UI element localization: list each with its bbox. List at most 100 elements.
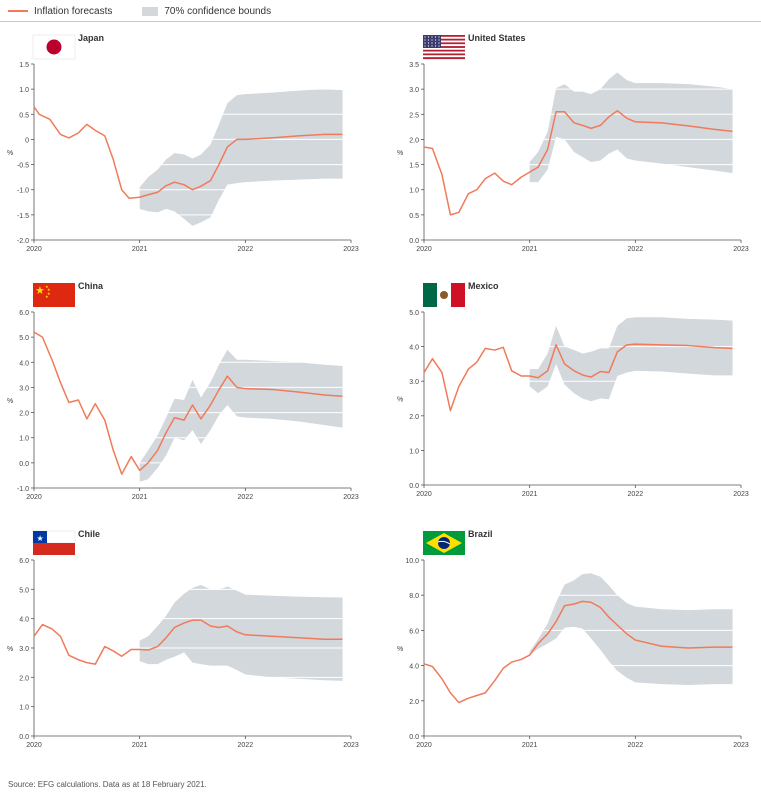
- flag-stripe: [423, 55, 465, 58]
- y-tick-label: 0.0: [409, 238, 419, 245]
- chart-china: -1.0 0.0 1.0 2.0 3.0 4.0 5.0 6.0 2020 2021 2022 202…: [7, 281, 359, 501]
- confidence-band: [529, 573, 733, 685]
- y-tick-label: 0.0: [409, 483, 419, 490]
- flag-star: ★: [45, 284, 49, 289]
- chile-flag-icon: ★: [32, 530, 76, 555]
- y-tick-label: 4.0: [19, 617, 29, 624]
- y-tick-label: -0.5: [17, 163, 29, 170]
- flag-stripe: [423, 40, 465, 43]
- forecast-line: [423, 600, 733, 704]
- flag-stripe: [423, 49, 465, 52]
- y-tick-label: 1.0: [19, 705, 29, 712]
- y-tick-label: 2.0: [409, 414, 419, 421]
- y-tick-label: 1.5: [19, 62, 29, 69]
- flag-stripe: [423, 44, 465, 47]
- y-tick-label: 4.0: [19, 360, 29, 367]
- y-tick-label: 2.0: [409, 699, 419, 706]
- flag-stripe: [423, 57, 465, 60]
- flag-star: [434, 39, 437, 41]
- y-tick-label: 2.0: [19, 675, 29, 682]
- legend-bounds-swatch: [142, 6, 159, 16]
- chart-brazil: 0.0 2.0 4.0 6.0 8.0 10.0 2020 2021 2022 2023% Braz…: [397, 529, 749, 749]
- y-tick-label: -1.0: [17, 188, 29, 195]
- y-tick-label: 3.5: [409, 62, 419, 69]
- flag-star: [427, 39, 430, 41]
- y-tick-label: 3.0: [19, 646, 29, 653]
- x-tick-label: 2020: [26, 494, 42, 501]
- x-tick-label: 2022: [238, 742, 254, 749]
- flag-star: [438, 45, 440, 47]
- y-tick-label: 6.0: [19, 558, 29, 565]
- chart-united-states: 0.0 0.5 1.0 1.5 2.0 2.5 3.0 3.5 2020 2021 2022 2023…: [397, 33, 749, 253]
- forecast-line: [423, 110, 733, 216]
- flag-stripe: [423, 53, 465, 56]
- x-tick-label: 2023: [343, 494, 359, 501]
- flag-band: [437, 540, 451, 545]
- forecast-line: [33, 331, 343, 475]
- y-tick-label: 0: [25, 137, 29, 144]
- y-axis-label: %: [7, 398, 13, 405]
- flag-star: [424, 45, 426, 47]
- y-tick-label: 1.0: [19, 436, 29, 443]
- china-flag-icon: ★ ★★★★: [33, 283, 75, 307]
- us-flag-icon: [423, 35, 465, 60]
- legend-forecast-label: Inflation forecasts: [34, 5, 113, 17]
- confidence-band: [139, 89, 343, 226]
- x-tick-label: 2020: [416, 246, 432, 253]
- flag-star: [424, 39, 426, 41]
- y-tick-label: 0.0: [19, 461, 29, 468]
- flag-star: ★: [47, 291, 51, 296]
- x-tick-label: 2021: [132, 494, 148, 501]
- flag-star: ★: [47, 287, 51, 292]
- chart-title: United States: [468, 33, 526, 43]
- flag-star: [438, 39, 440, 41]
- x-tick-label: 2022: [628, 246, 644, 253]
- flag-star: [431, 36, 433, 38]
- flag-star: [431, 42, 433, 44]
- flag-canton: [423, 35, 441, 48]
- flag-emblem: [440, 291, 448, 299]
- y-tick-label: 0.5: [409, 213, 419, 220]
- flag-globe: [438, 537, 450, 549]
- chart-title: Japan: [78, 33, 104, 43]
- flag-canton: [33, 531, 47, 543]
- x-tick-label: 2021: [522, 491, 538, 498]
- flag-star: [424, 42, 426, 44]
- y-tick-label: 0.5: [19, 112, 29, 119]
- flag-band: [423, 283, 437, 307]
- x-tick-label: 2022: [628, 491, 644, 498]
- y-tick-label: 5.0: [19, 587, 29, 594]
- flag-star: [424, 36, 426, 38]
- forecast-line: [33, 106, 343, 200]
- mexico-flag-icon: [423, 283, 465, 307]
- chart-title: China: [78, 281, 104, 291]
- confidence-band: [529, 317, 733, 402]
- x-tick-label: 2022: [238, 494, 254, 501]
- y-tick-label: 6.0: [409, 628, 419, 635]
- x-tick-label: 2022: [628, 742, 644, 749]
- chart-chile: 0.0 1.0 2.0 3.0 4.0 5.0 6.0 2020 2021 2022 2023% ★ C…: [7, 529, 359, 749]
- x-tick-label: 2023: [343, 742, 359, 749]
- y-tick-label: 1.5: [409, 163, 419, 170]
- legend: Inflation forecasts 70% confidence bound…: [8, 3, 271, 19]
- flag-stripe: [423, 47, 465, 50]
- japan-flag-icon: [32, 34, 76, 60]
- confidence-band: [529, 72, 733, 183]
- flag-star: [438, 36, 440, 38]
- y-tick-label: 8.0: [409, 593, 419, 600]
- chart-title: Mexico: [468, 281, 499, 291]
- y-tick-label: 3.0: [409, 87, 419, 94]
- flag-stripe: [423, 35, 465, 37]
- flag-field: [33, 283, 75, 307]
- y-tick-label: 0.0: [19, 734, 29, 741]
- flag-star: ★: [35, 285, 45, 297]
- y-tick-label: 1.0: [19, 87, 29, 94]
- flag-star: ★: [45, 294, 49, 299]
- x-tick-label: 2022: [238, 246, 254, 253]
- confidence-band: [139, 349, 343, 482]
- flag-stripe: [423, 38, 465, 41]
- forecast-line: [33, 619, 343, 665]
- flag-stripe: [423, 51, 465, 54]
